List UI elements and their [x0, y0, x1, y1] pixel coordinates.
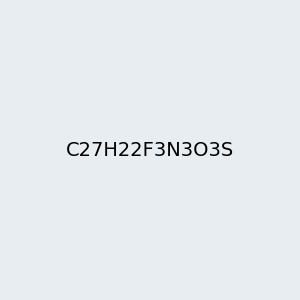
Text: C27H22F3N3O3S: C27H22F3N3O3S — [66, 140, 234, 160]
